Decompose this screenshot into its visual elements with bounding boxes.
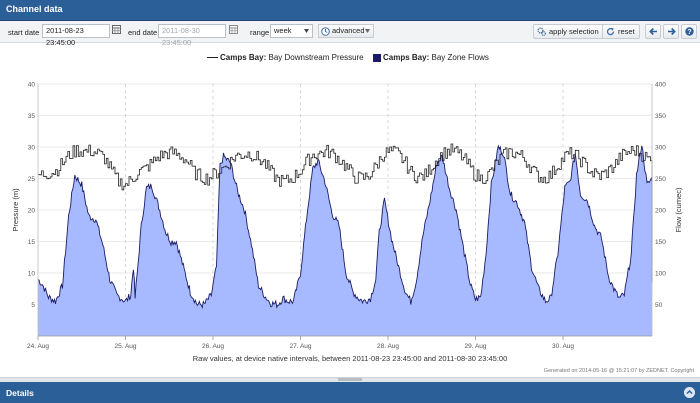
chevron-down-icon [304, 29, 309, 33]
arrow-left-icon [649, 27, 657, 36]
y-left-tick-label: 15 [28, 239, 36, 246]
advanced-label: advanced [332, 26, 365, 35]
x-tick-label: 30. Aug [552, 343, 574, 350]
y-left-tick-label: 40 [28, 82, 36, 89]
next-period-button[interactable] [663, 24, 679, 39]
help-icon: ? [685, 27, 694, 36]
chart-grid [38, 83, 652, 336]
pressure-series [38, 143, 653, 191]
y-left-tick-label: 35 [28, 113, 36, 120]
pressure-legend-line [207, 57, 218, 59]
previous-period-button[interactable] [645, 24, 661, 39]
gears-icon [537, 27, 546, 36]
y-right-tick-label: 200 [655, 208, 666, 215]
x-tick-label: 29. Aug [464, 343, 486, 350]
help-button[interactable]: ? [681, 24, 697, 39]
pressure-line [38, 143, 653, 191]
range-select-value: week [274, 26, 292, 35]
reset-button[interactable]: reset [602, 24, 640, 39]
flow-line [37, 144, 653, 309]
refresh-icon [606, 27, 615, 36]
pressure-legend-name: Bay Downstream Pressure [268, 53, 364, 62]
legend-item-flow[interactable]: Camps Bay: Bay Zone Flows [373, 53, 489, 62]
y-left-tick-label: 20 [28, 208, 36, 215]
collapse-icon[interactable] [684, 387, 695, 398]
x-tick-label: 26. Aug [202, 343, 224, 350]
apply-selection-label: apply selection [549, 27, 599, 36]
y-right-tick-label: 100 [655, 271, 666, 278]
y-left-tick-label: 30 [28, 145, 36, 152]
start-date-input[interactable]: 2011-08-23 23:45:00 [42, 24, 110, 47]
y-left-tick-label: 5 [31, 302, 35, 309]
details-title: Details [6, 388, 34, 398]
pressure-legend-site: Camps Bay: [220, 53, 267, 62]
advanced-button[interactable]: advanced [318, 24, 374, 38]
y-left-axis-label: Pressure (m) [11, 188, 20, 232]
end-date-label: end date [128, 28, 158, 37]
x-tick-label: 28. Aug [377, 343, 399, 350]
y-right-tick-label: 50 [655, 302, 663, 309]
range-select[interactable]: week [270, 24, 313, 38]
apply-selection-button[interactable]: apply selection [533, 24, 604, 39]
y-right-tick-label: 300 [655, 145, 666, 152]
arrow-right-icon [668, 27, 676, 36]
flow-legend-swatch [373, 53, 381, 62]
end-date-input[interactable]: 2011-08-30 23:45:00 [158, 24, 226, 47]
x-tick-label: 27. Aug [289, 343, 311, 350]
generated-credit: Generated on 2014-05-16 @ 15:21:07 by ZE… [543, 368, 694, 374]
calendar-icon[interactable] [112, 25, 121, 34]
flow-legend-name: Bay Zone Flows [431, 53, 489, 62]
plot-area [38, 84, 652, 336]
legend-item-pressure[interactable]: Camps Bay: Bay Downstream Pressure [207, 53, 364, 62]
splitter-grip[interactable] [338, 378, 362, 381]
svg-text:?: ? [687, 29, 691, 36]
flow-series [37, 144, 653, 336]
flow-legend-site: Camps Bay: [383, 53, 430, 62]
y-right-tick-label: 250 [655, 176, 666, 183]
y-right-tick-label: 150 [655, 239, 666, 246]
chart-axes: 5 10 15 20 25 30 35 40 50 100 150 200 250 300 350 400 24… [27, 82, 666, 351]
y-right-tick-label: 350 [655, 113, 666, 120]
y-left-tick-label: 10 [28, 271, 36, 278]
reset-label: reset [618, 27, 635, 36]
toolbar: start date 2011-08-23 23:45:00 end date … [0, 21, 700, 47]
flow-area [38, 146, 652, 336]
range-label: range [250, 28, 270, 37]
calendar-icon[interactable] [229, 25, 238, 34]
window-title: Channel data [6, 4, 63, 14]
y-right-tick-label: 400 [655, 82, 666, 89]
window-title-bar: Channel data [0, 0, 700, 21]
y-right-axis-label: Flow (cumec) [674, 187, 683, 233]
chevron-down-icon [365, 29, 370, 33]
clock-icon [321, 27, 330, 36]
start-date-label: start date [8, 28, 40, 37]
chart-caption: Raw values, at device native intervals, … [192, 354, 508, 363]
y-left-tick-label: 25 [28, 176, 36, 183]
x-tick-label: 25. Aug [114, 343, 136, 350]
details-panel-header[interactable]: Details [0, 382, 700, 403]
x-tick-label: 24. Aug [27, 343, 49, 350]
